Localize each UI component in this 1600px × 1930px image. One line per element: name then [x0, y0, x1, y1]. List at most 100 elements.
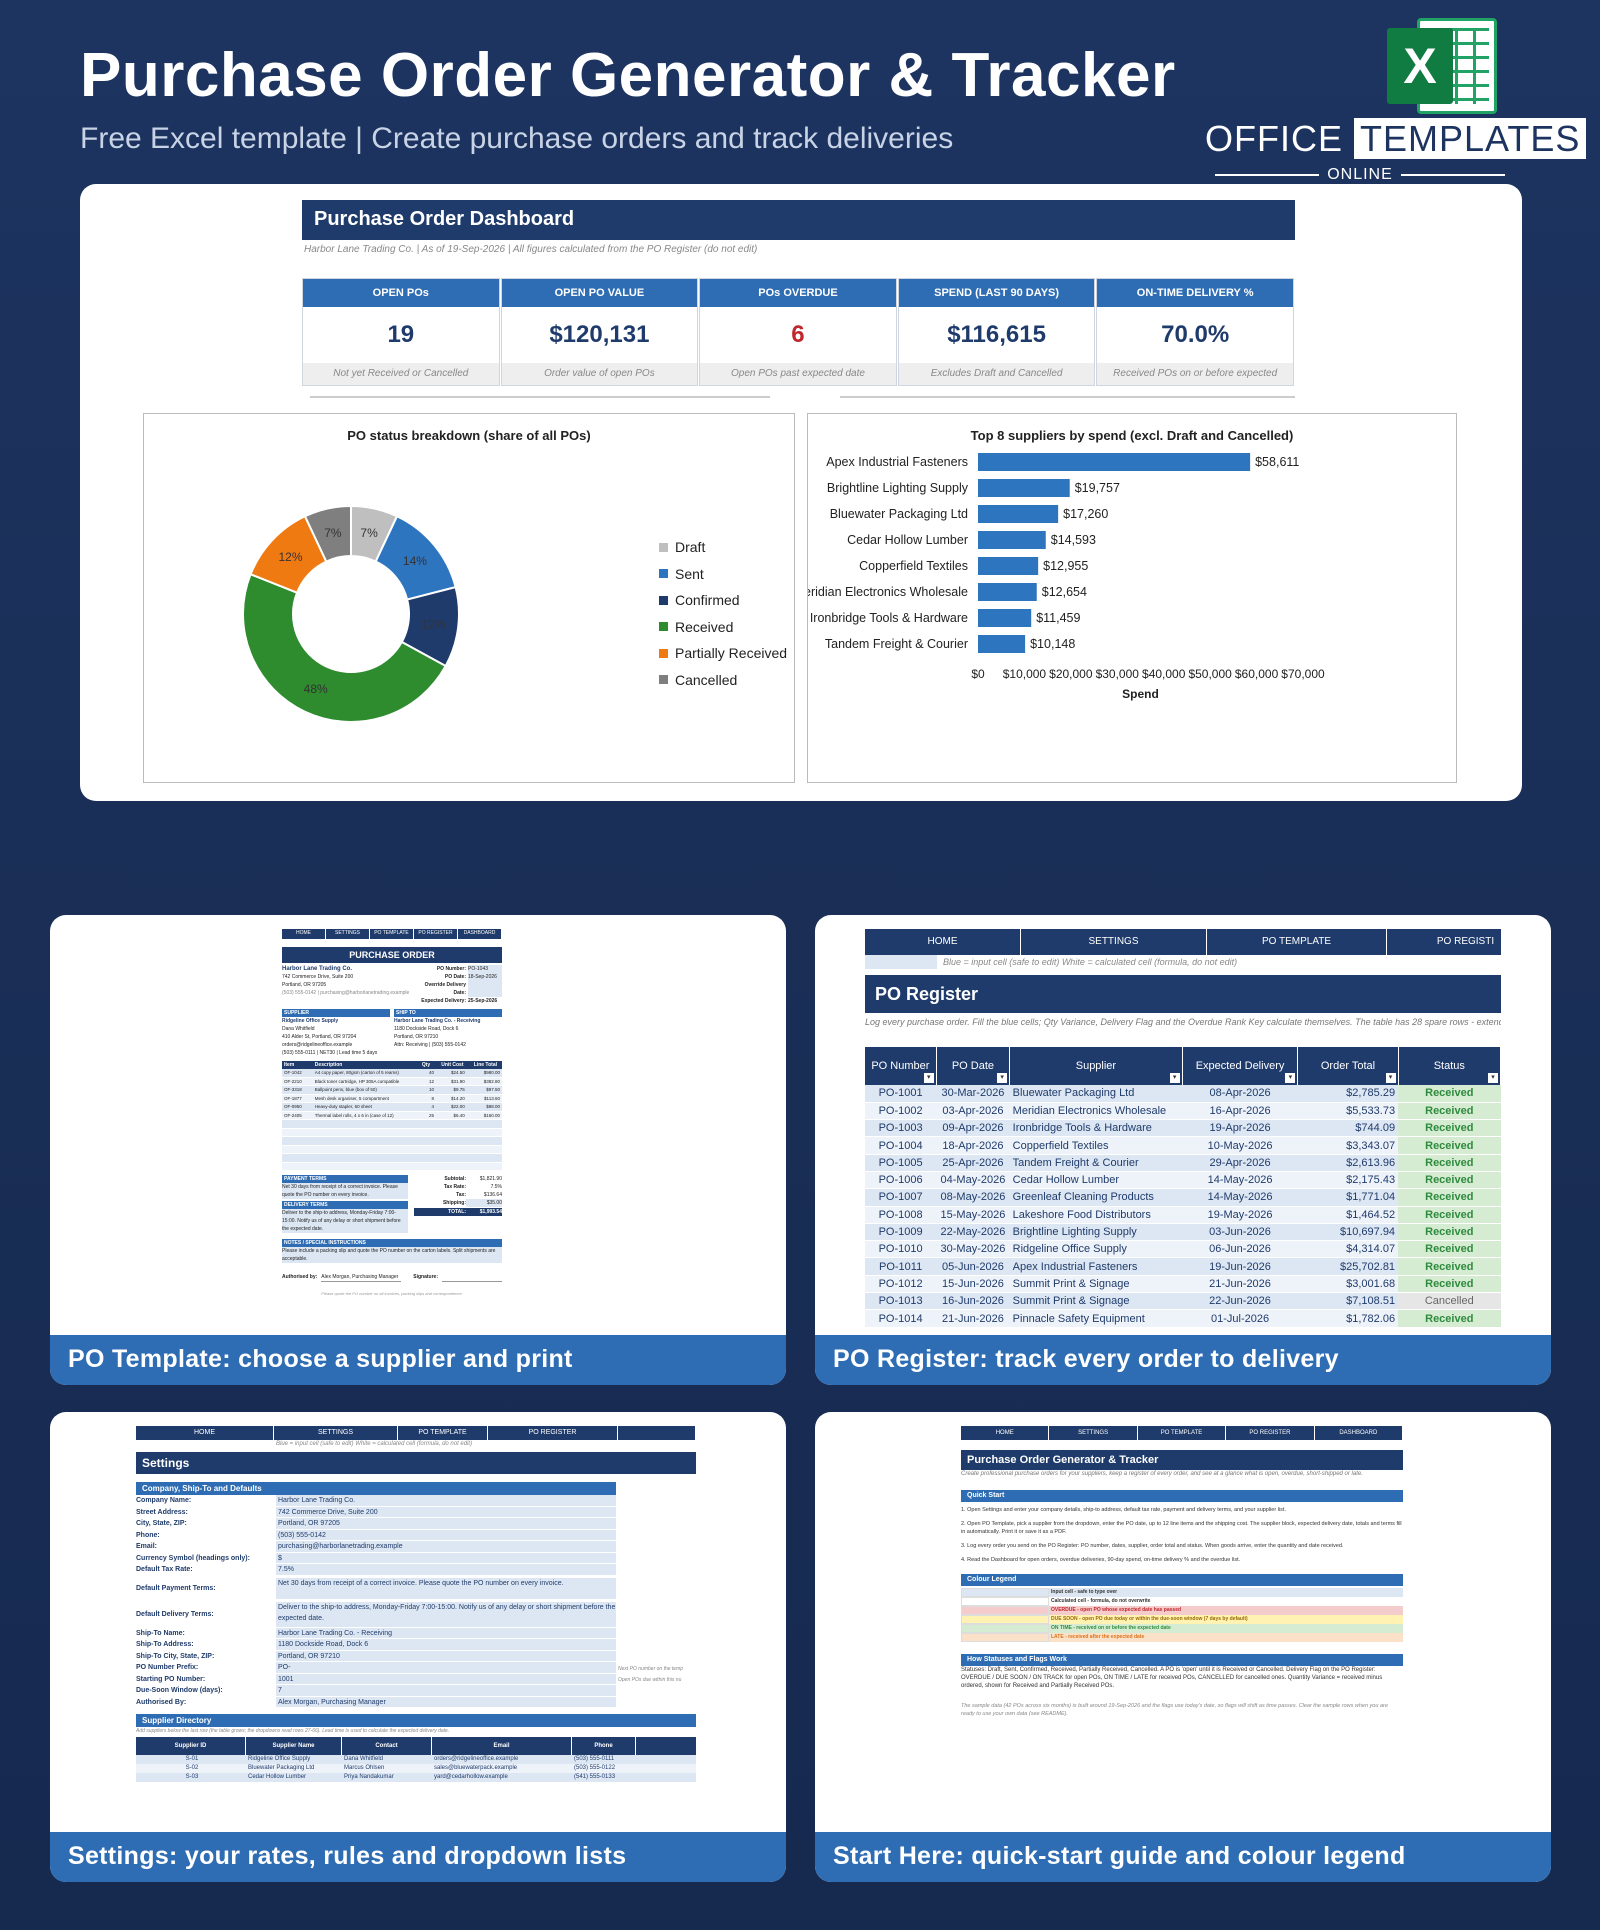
filter-dropdown-icon[interactable]: ▾: [923, 1073, 934, 1083]
settings-input[interactable]: Harbor Lane Trading Co.: [276, 1495, 616, 1507]
settings-input[interactable]: Alex Morgan, Purchasing Manager: [276, 1696, 616, 1708]
table-row[interactable]: PO-1013 16-Jun-2026 Summit Print & Signage…: [865, 1292, 1501, 1311]
card-po-register[interactable]: HOME SETTINGS PO TEMPLATE PO REGISTI Blu…: [815, 915, 1551, 1385]
item-row[interactable]: OF-1042 A4 copy paper, 80gsm (carton of 5…: [282, 1069, 502, 1078]
table-row[interactable]: PO-1003 09-Apr-2026 Ironbridge Tools & Har…: [865, 1119, 1501, 1138]
item-row[interactable]: [282, 1162, 502, 1171]
delivery-terms[interactable]: Deliver to the ship-to address, Monday-F…: [282, 1209, 408, 1233]
column-header[interactable]: Supplier ▾: [1009, 1047, 1183, 1085]
table-row[interactable]: PO-1005 25-Apr-2026 Tandem Freight & Couri…: [865, 1154, 1501, 1172]
table-row[interactable]: PO-1004 18-Apr-2026 Copperfield Textiles 10…: [865, 1136, 1501, 1155]
bar-meridian-electronics-wholesale[interactable]: [978, 583, 1037, 601]
item-row[interactable]: OF-2210 Black toner cartridge, HP 305A co…: [282, 1077, 502, 1086]
nav-settings[interactable]: SETTINGS: [1021, 929, 1207, 955]
column-header[interactable]: Order Total ▾: [1297, 1047, 1399, 1085]
nav-po-template[interactable]: PO TEMPLATE: [1207, 929, 1387, 955]
settings-input[interactable]: (503) 555-0142: [276, 1529, 616, 1541]
nav-settings[interactable]: SETTINGS: [326, 929, 370, 939]
nav-dashboard[interactable]: DASHBOARD: [458, 929, 502, 939]
table-row[interactable]: PO-1011 05-Jun-2026 Apex Industrial Fasten…: [865, 1257, 1501, 1276]
column-header[interactable]: Expected Delivery ▾: [1182, 1047, 1299, 1085]
nav-po-template[interactable]: PO TEMPLATE: [1138, 1426, 1227, 1440]
nav-settings[interactable]: SETTINGS: [1049, 1426, 1138, 1440]
directory-row[interactable]: S-02 Bluewater Packaging Ltd Marcus Ohlsen…: [136, 1764, 696, 1773]
item-row[interactable]: [282, 1154, 502, 1163]
card-start-here[interactable]: HOME SETTINGS PO TEMPLATE PO REGISTER DA…: [815, 1412, 1551, 1882]
item-row[interactable]: OF-1877 Mesh desk organiser, 5 compartmen…: [282, 1094, 502, 1103]
office-templates-logo[interactable]: X OFFICE TEMPLATES ONLINE: [1205, 14, 1587, 184]
settings-input[interactable]: purchasing@harborlanetrading.example: [276, 1541, 616, 1553]
settings-input[interactable]: 7.5%: [276, 1564, 616, 1576]
donut-slice-received[interactable]: [242, 572, 448, 723]
column-header[interactable]: Status ▾: [1398, 1047, 1501, 1085]
settings-input[interactable]: Harbor Lane Trading Co. - Receiving: [276, 1627, 616, 1639]
item-row[interactable]: [282, 1128, 502, 1137]
nav-po-register[interactable]: PO REGISTER: [1226, 1426, 1315, 1440]
override-date-field[interactable]: [468, 981, 502, 997]
table-row[interactable]: PO-1006 04-May-2026 Cedar Hollow Lumber 14-…: [865, 1171, 1501, 1190]
card-po-template[interactable]: HOME SETTINGS PO TEMPLATE PO REGISTER DA…: [50, 915, 786, 1385]
nav-po-register[interactable]: PO REGISTER: [414, 929, 458, 939]
bar-cedar-hollow-lumber[interactable]: [978, 531, 1046, 549]
nav-home[interactable]: HOME: [865, 929, 1021, 955]
filter-dropdown-icon[interactable]: ▾: [1169, 1073, 1180, 1083]
table-row[interactable]: PO-1010 30-May-2026 Ridgeline Office Suppl…: [865, 1240, 1501, 1259]
column-header[interactable]: Contact: [342, 1737, 432, 1755]
item-row[interactable]: [282, 1120, 502, 1129]
nav-home[interactable]: HOME: [282, 929, 326, 939]
settings-input[interactable]: $: [276, 1552, 616, 1564]
notes-field[interactable]: Please include a packing slip and quote …: [282, 1247, 502, 1263]
column-header[interactable]: Email: [432, 1737, 572, 1755]
table-row[interactable]: PO-1002 03-Apr-2026 Meridian Electronics W…: [865, 1102, 1501, 1121]
settings-input[interactable]: Net 30 days from receipt of a correct in…: [276, 1577, 616, 1600]
table-row[interactable]: PO-1009 22-May-2026 Brightline Lighting Su…: [865, 1223, 1501, 1242]
item-row[interactable]: OF-3318 Ballpoint pens, blue (box of 50) 1…: [282, 1086, 502, 1095]
table-row[interactable]: PO-1012 15-Jun-2026 Summit Print & Signage…: [865, 1275, 1501, 1294]
table-row[interactable]: PO-1014 21-Jun-2026 Pinnacle Safety Equipm…: [865, 1309, 1501, 1328]
column-header[interactable]: Supplier Name: [246, 1737, 342, 1755]
settings-input[interactable]: Deliver to the ship-to address, Monday-F…: [276, 1601, 616, 1628]
status-donut-chart[interactable]: PO status breakdown (share of all POs) 7…: [143, 413, 795, 783]
nav-po-template[interactable]: PO TEMPLATE: [370, 929, 414, 939]
settings-input[interactable]: 742 Commerce Drive, Suite 200: [276, 1506, 616, 1518]
nav-po-template[interactable]: PO TEMPLATE: [398, 1426, 488, 1440]
nav-settings[interactable]: SETTINGS: [274, 1426, 398, 1440]
nav-home[interactable]: HOME: [136, 1426, 274, 1440]
donut-slice-cancelled[interactable]: [303, 504, 352, 563]
settings-input[interactable]: 7: [276, 1685, 616, 1697]
nav-po-register[interactable]: PO REGISTER: [488, 1426, 618, 1440]
column-header[interactable]: PO Date ▾: [936, 1047, 1011, 1085]
nav-po-register[interactable]: PO REGISTI: [1387, 929, 1501, 955]
directory-row[interactable]: S-01 Ridgeline Office Supply Dana Whitfiel…: [136, 1755, 696, 1764]
item-row[interactable]: [282, 1137, 502, 1146]
bar-brightline-lighting-supply[interactable]: [978, 479, 1070, 497]
settings-input[interactable]: PO-: [276, 1662, 616, 1674]
bar-apex-industrial-fasteners[interactable]: [978, 453, 1251, 471]
card-settings[interactable]: HOME SETTINGS PO TEMPLATE PO REGISTER Bl…: [50, 1412, 786, 1882]
bar-copperfield-textiles[interactable]: [978, 557, 1039, 575]
settings-input[interactable]: 1001: [276, 1673, 616, 1685]
table-row[interactable]: PO-1001 30-Mar-2026 Bluewater Packaging Lt…: [865, 1085, 1501, 1103]
table-row[interactable]: PO-1008 15-May-2026 Lakeshore Food Distrib…: [865, 1206, 1501, 1224]
nav-home[interactable]: HOME: [961, 1426, 1050, 1440]
bar-ironbridge-tools-hardware[interactable]: [978, 609, 1032, 627]
po-number-field[interactable]: PO-1043: [468, 965, 502, 973]
filter-dropdown-icon[interactable]: ▾: [1488, 1073, 1498, 1083]
item-row[interactable]: OF-0950 Heavy-duty stapler, 60 sheet 4 $22.…: [282, 1103, 502, 1112]
column-header[interactable]: Phone: [572, 1737, 636, 1755]
po-date-field[interactable]: 18-Sep-2026: [468, 973, 502, 981]
filter-dropdown-icon[interactable]: ▾: [1385, 1073, 1396, 1083]
filter-dropdown-icon[interactable]: ▾: [997, 1073, 1008, 1083]
shipping-field[interactable]: $35.00: [466, 1199, 502, 1207]
column-header[interactable]: Supplier ID: [136, 1737, 246, 1755]
supplier-bar-chart[interactable]: Top 8 suppliers by spend (excl. Draft an…: [807, 413, 1457, 783]
settings-input[interactable]: Portland, OR 97205: [276, 1518, 616, 1530]
supplier-name[interactable]: Ridgeline Office Supply: [282, 1018, 339, 1024]
directory-row[interactable]: S-03 Cedar Hollow Lumber Priya Nandakumar y…: [136, 1773, 696, 1782]
settings-input[interactable]: Portland, OR 97210: [276, 1650, 616, 1662]
bar-bluewater-packaging-ltd[interactable]: [978, 505, 1059, 523]
item-row[interactable]: OF-2405 Thermal label rolls, 4 x 6 in (ca…: [282, 1111, 502, 1120]
filter-dropdown-icon[interactable]: ▾: [1285, 1073, 1296, 1083]
payment-terms[interactable]: Net 30 days from receipt of a correct in…: [282, 1183, 408, 1199]
column-header[interactable]: PO Number ▾: [865, 1047, 937, 1085]
